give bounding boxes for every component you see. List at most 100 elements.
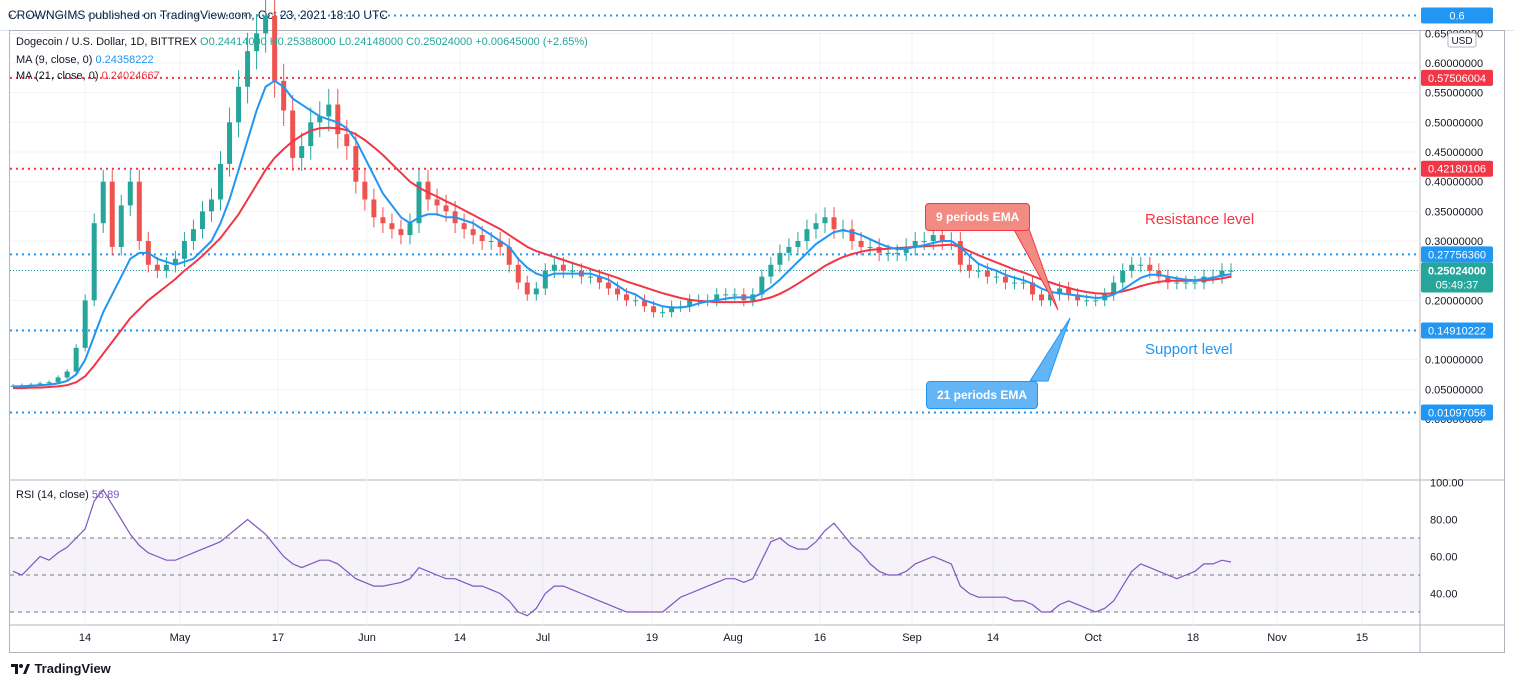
horizontal-level-value: 0.6 [1449, 11, 1464, 23]
candle-body [1030, 282, 1036, 295]
ma9-legend: MA (9, close, 0) 0.24358222 [16, 54, 154, 66]
y-tick-label: 0.10000000 [1425, 355, 1483, 367]
symbol-name: Dogecoin / U.S. Dollar, 1D, BITTREX [16, 36, 197, 48]
currency-badge-box [1447, 32, 1477, 48]
x-tick-label: 18 [1187, 632, 1199, 644]
horizontal-level-value: 0.27756360 [1428, 249, 1486, 261]
y-tick-label: 0.50000000 [1425, 117, 1483, 129]
ma9-label: MA (9, close, 0) [16, 54, 93, 66]
candle-body [732, 294, 738, 296]
candle-body [714, 294, 720, 301]
candle-body [371, 199, 377, 218]
candle-body [786, 246, 792, 253]
candle-body [596, 276, 602, 283]
candle-body [163, 264, 169, 271]
candle-body [416, 181, 422, 224]
candle-body [37, 383, 43, 385]
candle-body [515, 264, 521, 283]
ma21-line [13, 126, 1232, 390]
candle-body [894, 252, 900, 254]
candle-body [813, 223, 819, 230]
ema21-callout-pointer [1029, 317, 1071, 382]
rsi-y-tick-label: 40.00 [1430, 589, 1458, 601]
y-tick-label: 0.45000000 [1425, 147, 1483, 159]
candle-body [1075, 294, 1081, 301]
candle-body [660, 312, 666, 314]
candle-body [867, 246, 873, 248]
candle-body [290, 110, 296, 158]
candle-body [1192, 282, 1198, 284]
footer-brand[interactable]: TradingView [10, 660, 111, 680]
candle-body [100, 181, 106, 224]
candle-body [605, 282, 611, 289]
candle-body [1084, 300, 1090, 302]
y-tick-label: 0.20000000 [1425, 295, 1483, 307]
candle-body [461, 223, 467, 230]
ma9-line [13, 79, 1232, 388]
candle-body [1183, 282, 1189, 284]
candle-body [434, 199, 440, 206]
candle-body [398, 229, 404, 236]
candle-body [443, 205, 449, 212]
symbol-legend: Dogecoin / U.S. Dollar, 1D, BITTREX O0.2… [16, 36, 588, 48]
x-tick-label: 15 [1356, 632, 1368, 644]
candle-body [380, 217, 386, 224]
ema21-callout: 21 periods EMA [926, 381, 1039, 409]
horizontal-level-value: 0.42180106 [1428, 164, 1486, 176]
candle-body [1057, 288, 1063, 295]
candle-body [1138, 264, 1144, 266]
horizontal-level-badge [1421, 160, 1493, 177]
candle-body [551, 264, 557, 271]
y-tick-label: 0.35000000 [1425, 206, 1483, 218]
candle-body [975, 270, 981, 272]
candle-body [506, 246, 512, 265]
x-tick-label: 14 [454, 632, 466, 644]
candle-body [1129, 264, 1135, 271]
rsi-label: RSI (14, close) [16, 489, 89, 501]
y-tick-label: 0.55000000 [1425, 88, 1483, 100]
support-label: Support level [1145, 341, 1233, 358]
candle-body [885, 252, 891, 254]
y-tick-label: 0.40000000 [1425, 177, 1483, 189]
rsi-line [12, 488, 1232, 617]
ma9-value: 0.24358222 [95, 54, 154, 66]
candle-body [109, 181, 115, 247]
x-tick-label: 19 [646, 632, 658, 644]
candle-body [199, 211, 205, 230]
x-tick-label: Jun [358, 632, 376, 644]
horizontal-level-value: 0.14910222 [1428, 326, 1486, 338]
candle-body [912, 241, 918, 247]
candle-body [479, 235, 485, 242]
chart-frame [9, 30, 1505, 653]
candle-body [181, 241, 187, 259]
candle-body [804, 229, 810, 242]
candle-body [1156, 270, 1162, 277]
candle-body [524, 282, 530, 295]
ma21-value: 0.24024667 [101, 70, 160, 82]
candle-body [263, 15, 269, 34]
candle-body [1228, 270, 1234, 272]
resistance-label: Resistance level [1145, 211, 1255, 228]
candle-body [326, 104, 332, 117]
currency-badge: USD [1451, 36, 1472, 47]
footer-brand-text: TradingView [34, 661, 111, 676]
candle-body [957, 241, 963, 265]
candle-body [633, 300, 639, 302]
x-tick-label: 14 [987, 632, 999, 644]
x-tick-label: 17 [272, 632, 284, 644]
y-tick-label: 0.60000000 [1425, 58, 1483, 70]
candle-body [939, 235, 945, 242]
candle-body [1011, 282, 1017, 284]
horizontal-level-badge [1421, 322, 1493, 339]
candle-body [254, 33, 260, 52]
candle-body [930, 235, 936, 242]
candle-body [317, 116, 323, 123]
rsi-legend: RSI (14, close) 56.89 [16, 489, 119, 501]
candle-body [1093, 300, 1099, 302]
candle-body [795, 241, 801, 247]
candle-body [614, 288, 620, 295]
candle-body [73, 347, 79, 372]
horizontal-level-badge [1421, 69, 1493, 86]
horizontal-level-badge [1421, 246, 1493, 263]
